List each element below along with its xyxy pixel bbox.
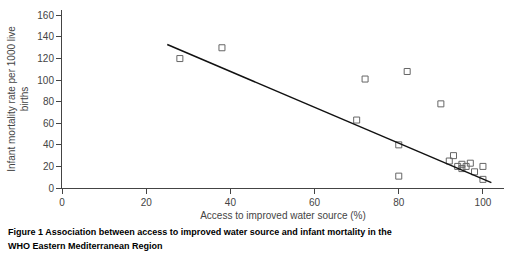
svg-text:60: 60 <box>43 118 55 129</box>
svg-text:Infant mortality rate per 1000: Infant mortality rate per 1000 livebirth… <box>6 26 30 172</box>
svg-text:120: 120 <box>37 53 54 64</box>
svg-text:Access to improved water sourc: Access to improved water source (%) <box>200 210 366 221</box>
svg-text:100: 100 <box>37 75 54 86</box>
svg-text:0: 0 <box>59 197 65 208</box>
svg-text:20: 20 <box>43 161 55 172</box>
svg-text:80: 80 <box>43 96 55 107</box>
svg-text:60: 60 <box>309 197 321 208</box>
svg-text:100: 100 <box>475 197 492 208</box>
svg-text:40: 40 <box>225 197 237 208</box>
svg-text:0: 0 <box>48 183 54 194</box>
svg-text:Figure 1 Association between a: Figure 1 Association between access to i… <box>8 227 392 237</box>
svg-text:40: 40 <box>43 139 55 150</box>
svg-text:140: 140 <box>37 31 54 42</box>
svg-text:80: 80 <box>393 197 405 208</box>
svg-text:WHO Eastern Mediterranean Regi: WHO Eastern Mediterranean Region <box>8 241 163 251</box>
svg-text:20: 20 <box>141 197 153 208</box>
svg-text:160: 160 <box>37 10 54 21</box>
